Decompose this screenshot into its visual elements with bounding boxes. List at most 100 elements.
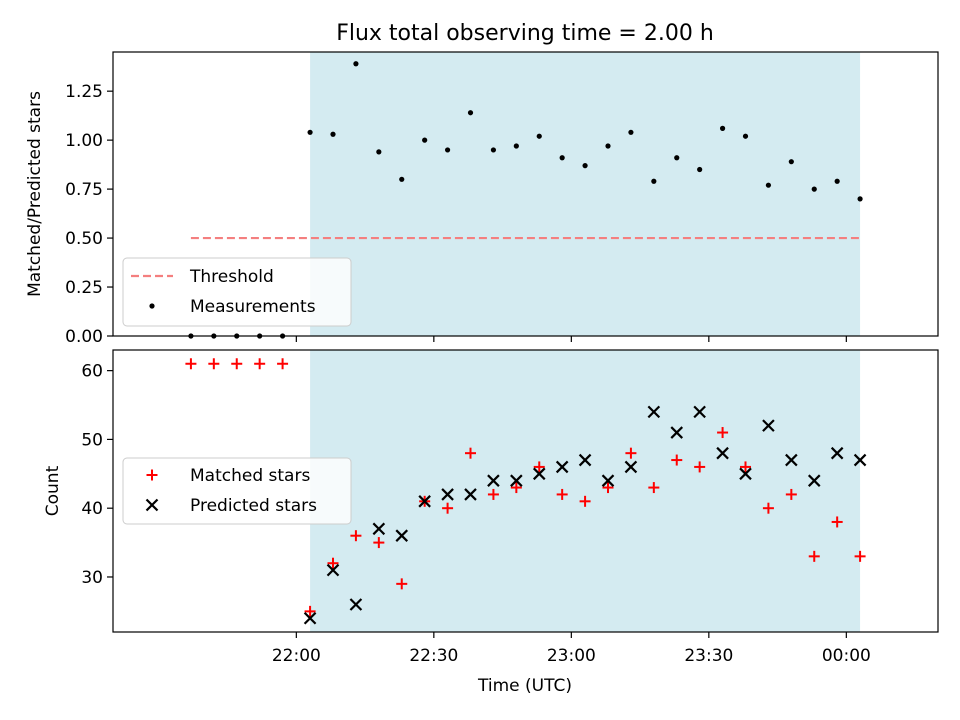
measurement-point (605, 143, 611, 149)
predicted-star-point (739, 467, 752, 481)
top-shaded-region (310, 52, 861, 336)
predicted-star-point-b (349, 598, 363, 611)
measurement-point (559, 155, 565, 161)
x-axis-label: Time (UTC) (477, 676, 572, 696)
legend-matched-marker (146, 469, 158, 481)
matched-star-point (304, 605, 316, 617)
top-legend: Threshold Measurements (122, 257, 352, 327)
measurement-point (307, 129, 313, 135)
matched-star-point (854, 550, 866, 562)
measurement-point (582, 163, 588, 169)
matched-star-point (510, 482, 522, 494)
matched-star-point (762, 502, 774, 514)
predicted-star-point (693, 405, 706, 419)
predicted-star-point (762, 419, 775, 432)
bottom-ytick-label: 60 (81, 362, 103, 382)
measurement-point (834, 178, 840, 184)
predicted-star-point (418, 495, 431, 508)
predicted-star-point (303, 611, 317, 625)
matched-star-point (648, 482, 660, 494)
legend-predicted-marker (145, 498, 159, 512)
chart-title: Flux total observing time = 2.00 h (336, 21, 714, 46)
legend-threshold-label: Threshold (189, 267, 274, 287)
measurement-point (719, 125, 726, 131)
top-plot-frame (112, 51, 939, 337)
predicted-star-point (830, 446, 844, 460)
top-ytick-label: 0.75 (65, 180, 103, 200)
top-ytick-label: 1.00 (65, 131, 103, 151)
matched-star-point (740, 461, 751, 473)
matched-star-point (254, 358, 266, 370)
legend-predicted-marker-b (145, 498, 159, 512)
xtick-label: 00:00 (822, 646, 871, 666)
matched-star-point (231, 358, 243, 370)
bottom-legend: Matched stars Predicted stars (122, 457, 352, 525)
predicted-star-point-b (418, 495, 431, 508)
xtick-label: 22:30 (409, 646, 458, 666)
predicted-star-point-b (716, 446, 729, 460)
predicted-star-point (853, 453, 867, 467)
top-ytick-label: 0.25 (65, 278, 103, 298)
predicted-star-point (372, 522, 386, 536)
predicted-star-point-b (647, 405, 661, 419)
predicted-star-point (487, 474, 500, 487)
predicted-star-point-b (464, 488, 477, 501)
predicted-star-point (785, 453, 798, 467)
measurement-point (697, 166, 703, 173)
predicted-star-point (395, 529, 409, 542)
measurement-point (513, 143, 519, 149)
matched-star-point (785, 488, 797, 500)
legend-predicted-label: Predicted stars (190, 496, 317, 516)
measurement-point (857, 196, 863, 202)
predicted-star-point-b (303, 611, 317, 625)
matched-star-point (277, 358, 289, 370)
predicted-star-point (441, 488, 454, 501)
matched-star-point (327, 557, 339, 569)
matched-star-point (808, 550, 820, 562)
legend-predicted-swatch (145, 498, 159, 512)
measurement-point (536, 133, 542, 139)
bottom-ytick-label: 40 (81, 499, 103, 519)
measurement-point (765, 182, 772, 188)
bottom-ytick-label: 30 (81, 568, 103, 588)
matched-star-point (579, 495, 591, 507)
predicted-star-point (326, 563, 340, 577)
predicted-star-point-b (739, 467, 752, 481)
measurement-point (444, 147, 451, 153)
bottom-y-axis-label: Count (43, 465, 63, 516)
predicted-star-point-b (807, 474, 821, 487)
matched-star-point (717, 427, 729, 439)
xtick-label: 23:00 (547, 646, 596, 666)
matched-star-point (396, 578, 408, 590)
measurement-point (788, 159, 794, 165)
measurement-point (353, 61, 359, 67)
predicted-star-point (349, 598, 363, 611)
top-ytick-label: 0.00 (65, 327, 103, 347)
predicted-star-point-b (555, 460, 569, 474)
predicted-star-point (716, 446, 729, 460)
bottom-legend-box (122, 457, 352, 525)
top-y-axis-label: Matched/Predicted stars (25, 91, 45, 297)
measurement-point (628, 129, 634, 135)
bottom-shaded-region (310, 350, 861, 632)
predicted-star-point (624, 460, 638, 474)
predicted-star-point-b (693, 405, 706, 419)
matched-star-point (671, 454, 683, 466)
predicted-star-point-b (510, 474, 523, 487)
matched-star-point (625, 447, 637, 459)
matched-star-point (831, 516, 843, 528)
measurement-point (651, 178, 657, 184)
top-legend-box (122, 257, 352, 327)
matched-star-point (602, 482, 614, 494)
measurement-point (376, 149, 382, 155)
matched-star-point (694, 461, 706, 473)
matched-star-point (350, 530, 362, 542)
predicted-star-point-b (624, 460, 638, 474)
measurement-point (399, 176, 405, 182)
matched-star-point (487, 488, 499, 500)
bottom-ytick-label: 50 (81, 430, 103, 450)
predicted-star-point (532, 467, 546, 481)
xtick-label: 22:00 (272, 646, 321, 666)
predicted-star-point (464, 488, 477, 501)
